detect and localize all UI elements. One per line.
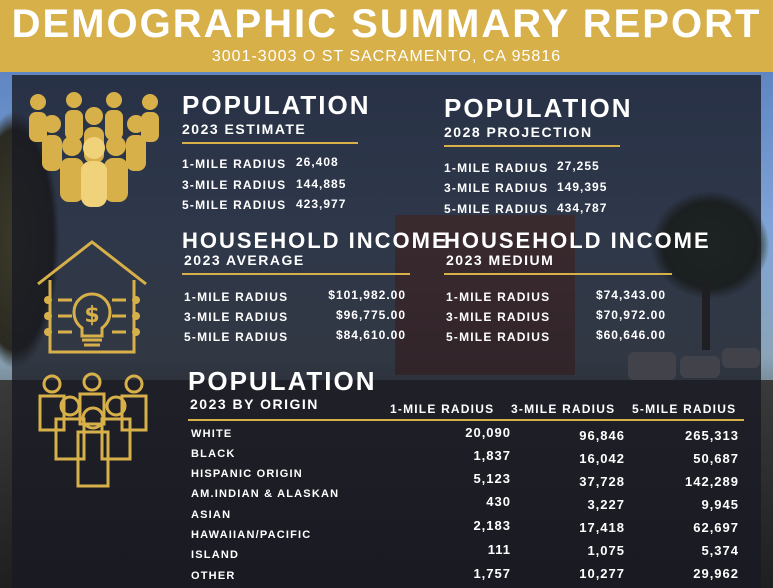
origin-value-1mi: 5,123 [473, 471, 511, 486]
origin-row-label: ASIAN [191, 509, 232, 521]
origin-value-1mi: 430 [486, 494, 511, 509]
svg-text:$: $ [84, 303, 99, 328]
income-average-subtitle: 2023 AVERAGE [184, 252, 305, 268]
origin-value-3mi: 10,277 [579, 566, 625, 581]
origin-value-5mi: 9,945 [701, 497, 739, 512]
section-divider [444, 145, 620, 147]
origin-value-1mi: 111 [487, 542, 511, 557]
origin-row-label: OTHER [191, 570, 236, 582]
origin-row-label: WHITE [191, 428, 233, 440]
origin-value-5mi: 50,687 [693, 451, 739, 466]
radius-label: 1-MILE RADIUS [444, 161, 549, 175]
radius-value: $101,982.00 [328, 288, 406, 302]
origin-value-3mi: 1,075 [587, 543, 625, 558]
origin-value-1mi: 20,090 [465, 425, 511, 440]
radius-label: 5-MILE RADIUS [446, 330, 551, 344]
income-medium-subtitle: 2023 MEDIUM [446, 252, 555, 268]
population-2023-title: POPULATION [182, 90, 371, 120]
people-group-icon [29, 92, 159, 207]
people-outline-group-icon [38, 372, 148, 488]
origin-value-1mi: 1,757 [473, 566, 511, 581]
income-medium-title: HOUSEHOLD INCOME [444, 228, 711, 253]
property-address: 3001-3003 O ST SACRAMENTO, CA 95816 [211, 48, 562, 65]
origin-value-3mi: 16,042 [579, 451, 625, 466]
radius-label: 1-MILE RADIUS [184, 290, 289, 304]
radius-label: 3-MILE RADIUS [184, 310, 289, 324]
section-divider [188, 419, 744, 421]
origin-column-header: 5-MILE RADIUS [632, 402, 737, 416]
radius-label: 3-MILE RADIUS [446, 310, 551, 324]
origin-value-5mi: 62,697 [693, 520, 739, 535]
origin-value-3mi: 17,418 [579, 520, 625, 535]
radius-value: $74,343.00 [595, 288, 666, 302]
origin-column-header: 3-MILE RADIUS [511, 402, 616, 416]
origin-subtitle: 2023 BY ORIGIN [190, 396, 319, 412]
origin-value-5mi: 5,374 [701, 543, 739, 558]
origin-value-3mi: 37,728 [579, 474, 625, 489]
radius-value: $84,610.00 [335, 328, 406, 342]
radius-value: $60,646.00 [595, 328, 666, 342]
radius-value: 434,787 [557, 201, 608, 215]
population-2028-title: POPULATION [444, 93, 633, 123]
radius-label: 1-MILE RADIUS [182, 157, 287, 171]
page-title: DEMOGRAPHIC SUMMARY REPORT [11, 2, 762, 46]
radius-label: 3-MILE RADIUS [444, 181, 549, 195]
origin-row-label: BLACK [191, 448, 236, 460]
radius-value: 27,255 [557, 159, 600, 173]
origin-value-3mi: 96,846 [579, 428, 625, 443]
origin-value-3mi: 3,227 [587, 497, 625, 512]
origin-value-1mi: 1,837 [473, 448, 511, 463]
radius-label: 3-MILE RADIUS [182, 178, 287, 192]
header-banner: DEMOGRAPHIC SUMMARY REPORT 3001-3003 O S… [0, 0, 773, 72]
origin-row-label: HAWAIIAN/PACIFIC [191, 529, 312, 541]
house-lightbulb-dollar-icon: $ [37, 240, 147, 354]
origin-value-5mi: 29,962 [693, 566, 739, 581]
origin-row-label: ISLAND [191, 549, 240, 561]
radius-value: $70,972.00 [595, 308, 666, 322]
origin-row-label: HISPANIC ORIGIN [191, 468, 303, 480]
origin-row-label: AM.INDIAN & ALASKAN [191, 488, 340, 500]
radius-value: 26,408 [296, 155, 339, 169]
radius-label: 5-MILE RADIUS [184, 330, 289, 344]
radius-label: 5-MILE RADIUS [182, 198, 287, 212]
income-average-title: HOUSEHOLD INCOME [182, 228, 449, 253]
section-divider [182, 273, 410, 275]
radius-label: 1-MILE RADIUS [446, 290, 551, 304]
origin-value-1mi: 2,183 [473, 518, 511, 533]
radius-value: $96,775.00 [335, 308, 406, 322]
radius-value: 149,395 [557, 180, 608, 194]
radius-value: 423,977 [296, 197, 347, 211]
population-2028-subtitle: 2028 PROJECTION [444, 124, 593, 140]
radius-label: 5-MILE RADIUS [444, 202, 549, 216]
origin-value-5mi: 265,313 [685, 428, 739, 443]
origin-title: POPULATION [188, 366, 377, 396]
population-2023-subtitle: 2023 ESTIMATE [182, 121, 307, 137]
section-divider [444, 273, 672, 275]
section-divider [182, 142, 358, 144]
origin-value-5mi: 142,289 [685, 474, 739, 489]
origin-column-header: 1-MILE RADIUS [390, 402, 495, 416]
radius-value: 144,885 [296, 177, 347, 191]
